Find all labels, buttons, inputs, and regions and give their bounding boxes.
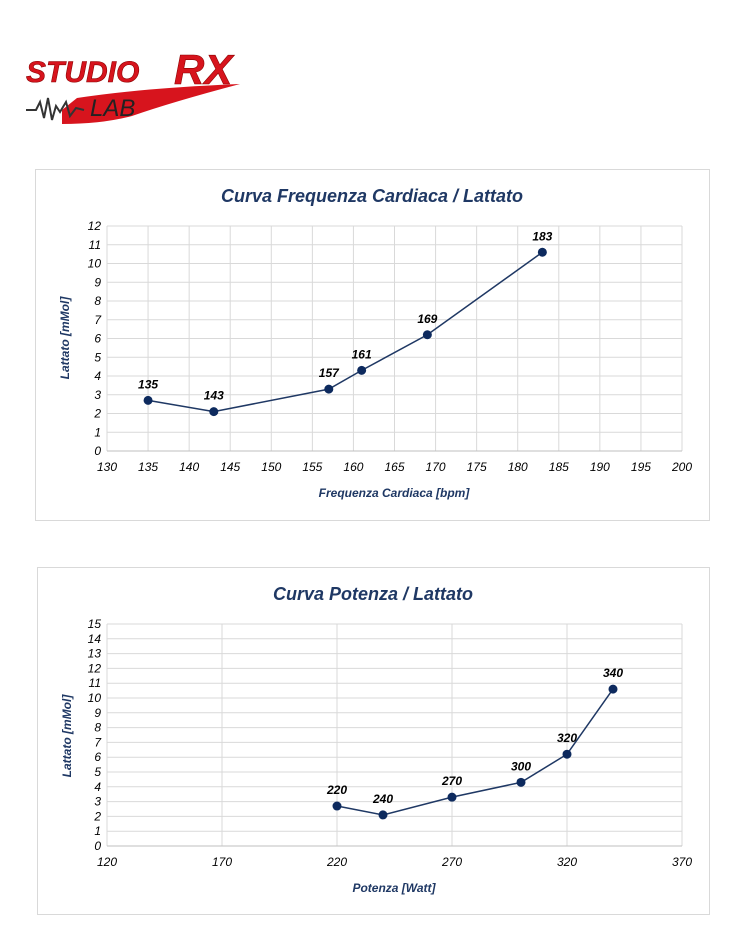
y-tick-label: 13 (88, 647, 102, 661)
heart-rate-lactate-chart-svg: Curva Frequenza Cardiaca / Lattato Frequ… (58, 186, 692, 500)
series-line (147, 251, 543, 413)
data-label: 183 (532, 229, 552, 243)
grid-lines (106, 225, 683, 452)
y-tick-label: 1 (94, 425, 101, 439)
data-label: 270 (441, 774, 462, 788)
x-tick-label: 185 (549, 460, 569, 474)
data-point (324, 384, 334, 394)
x-tick-label: 145 (220, 460, 240, 474)
x-tick-label: 370 (672, 855, 692, 869)
y-tick-label: 7 (94, 313, 102, 327)
x-tick-label: 320 (557, 855, 577, 869)
x-tick-label: 175 (467, 460, 487, 474)
data-point (332, 801, 342, 811)
x-tick-label: 165 (384, 460, 404, 474)
logo-rx-text: RX (174, 46, 235, 93)
data-point (357, 365, 367, 375)
series-line (336, 688, 614, 816)
logo-lab-text: LAB (90, 95, 135, 122)
y-tick-label: 6 (94, 750, 101, 764)
y-tick-label: 11 (89, 676, 101, 690)
y-tick-label: 9 (94, 275, 101, 289)
y-tick-label: 4 (94, 780, 101, 794)
data-label: 143 (204, 389, 224, 403)
data-label: 340 (603, 666, 623, 680)
data-point (608, 684, 618, 694)
y-tick-label: 6 (94, 332, 101, 346)
y-tick-label: 7 (94, 735, 102, 749)
data-point (209, 407, 219, 417)
studio-rx-lab-logo: STUDIO RX LAB (22, 40, 244, 130)
x-tick-label: 155 (302, 460, 322, 474)
y-tick-label: 12 (88, 219, 102, 233)
data-point (422, 330, 432, 340)
y-tick-label: 1 (94, 824, 101, 838)
y-tick-label: 2 (93, 407, 101, 421)
power-lactate-chart-svg: Curva Potenza / Lattato Potenza [Watt] L… (60, 584, 692, 895)
x-tick-label: 270 (441, 855, 462, 869)
x-tick-label: 180 (508, 460, 528, 474)
x-tick-label: 170 (426, 460, 446, 474)
data-point (562, 749, 572, 759)
y-tick-label: 5 (94, 350, 101, 364)
y-tick-label: 11 (89, 238, 101, 252)
logo-studio-text: STUDIO (26, 56, 139, 89)
data-label: 161 (352, 347, 372, 361)
chart-title: Curva Frequenza Cardiaca / Lattato (221, 186, 523, 206)
x-tick-label: 170 (212, 855, 232, 869)
y-tick-label: 5 (94, 765, 101, 779)
data-label: 220 (326, 783, 347, 797)
chart-title: Curva Potenza / Lattato (273, 584, 473, 604)
x-tick-label: 140 (179, 460, 199, 474)
y-tick-label: 10 (88, 691, 102, 705)
power-lactate-chart: Curva Potenza / Lattato Potenza [Watt] L… (37, 567, 710, 915)
data-label: 169 (417, 312, 437, 326)
data-label: 320 (557, 731, 577, 745)
data-label: 135 (138, 377, 158, 391)
y-tick-label: 15 (88, 617, 102, 631)
x-tick-label: 135 (138, 460, 158, 474)
data-label: 240 (372, 792, 393, 806)
y-tick-label: 0 (94, 839, 101, 853)
logo-graphic: STUDIO RX LAB (26, 46, 240, 124)
x-tick-label: 130 (97, 460, 117, 474)
y-tick-label: 10 (88, 257, 102, 271)
y-tick-label: 0 (94, 444, 101, 458)
y-tick-label: 2 (93, 809, 101, 823)
y-axis-label: Lattato [mMol] (60, 694, 74, 778)
x-tick-label: 195 (631, 460, 651, 474)
y-axis-label: Lattato [mMol] (58, 296, 72, 380)
logo-swoosh (62, 84, 240, 124)
y-tick-label: 3 (94, 388, 101, 402)
x-axis-label: Potenza [Watt] (352, 881, 436, 895)
y-tick-label: 4 (94, 369, 101, 383)
data-point (537, 247, 547, 257)
data-point (378, 810, 388, 820)
data-point (143, 395, 153, 405)
y-tick-label: 12 (88, 661, 102, 675)
y-tick-label: 8 (94, 294, 101, 308)
x-tick-label: 150 (261, 460, 281, 474)
data-label: 157 (319, 366, 340, 380)
x-tick-label: 120 (97, 855, 117, 869)
heart-rate-lactate-chart: Curva Frequenza Cardiaca / Lattato Frequ… (35, 169, 710, 521)
x-tick-label: 190 (590, 460, 610, 474)
data-label: 300 (511, 759, 531, 773)
y-tick-label: 14 (88, 632, 102, 646)
x-axis-label: Frequenza Cardiaca [bpm] (319, 486, 471, 500)
data-point (447, 792, 457, 802)
data-point (516, 777, 526, 787)
y-tick-label: 3 (94, 795, 101, 809)
x-tick-label: 200 (671, 460, 692, 474)
y-tick-label: 9 (94, 706, 101, 720)
y-tick-label: 8 (94, 721, 101, 735)
heartbeat-icon (26, 97, 85, 121)
x-tick-label: 220 (326, 855, 347, 869)
x-tick-label: 160 (343, 460, 363, 474)
